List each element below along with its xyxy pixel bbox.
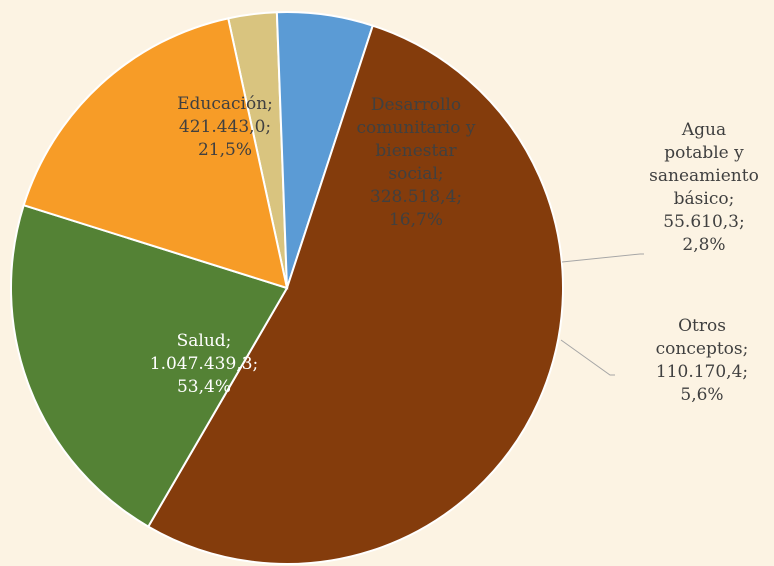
data-label-agua-potable-y-saneamiento-basico: Agua potable y saneamiento básico; 55.610,3;… bbox=[649, 120, 759, 255]
data-label-line: 421.443,0; bbox=[179, 117, 271, 137]
leader-line-agua-potable-y-saneamiento-basico bbox=[561, 253, 644, 263]
data-label-educacion: Educación; 421.443,0; 21,5% bbox=[177, 94, 273, 160]
data-label-line: 328.518,4; bbox=[370, 187, 462, 207]
data-label-line: potable y bbox=[664, 143, 744, 163]
leader-lines bbox=[560, 253, 644, 376]
data-label-line: 110.170,4; bbox=[656, 362, 748, 382]
data-label-line: 55.610,3; bbox=[663, 212, 744, 232]
data-label-line: social; bbox=[388, 164, 443, 184]
data-label-line: Salud; bbox=[177, 331, 232, 351]
pie-slice-educacion bbox=[10, 203, 289, 528]
data-label-line: conceptos; bbox=[656, 339, 749, 359]
data-label-line: 53,4% bbox=[177, 377, 231, 397]
data-label-line: Agua bbox=[681, 120, 726, 140]
pie-slice-salud bbox=[146, 24, 565, 565]
data-label-line: bienestar bbox=[375, 141, 457, 161]
pie-slices bbox=[10, 11, 565, 565]
data-labels: Agua potable y saneamiento básico; 55.610,3;… bbox=[150, 94, 759, 405]
data-label-line: 2,8% bbox=[682, 235, 725, 255]
data-label-line: 1.047.439,3; bbox=[150, 354, 258, 374]
data-label-line: 21,5% bbox=[198, 140, 252, 160]
data-label-salud: Salud; 1.047.439,3; 53,4% bbox=[150, 331, 258, 397]
data-label-line: 5,6% bbox=[680, 385, 723, 405]
data-label-line: comunitario y bbox=[357, 118, 476, 138]
leader-line-otros-conceptos bbox=[560, 339, 615, 376]
data-label-otros-conceptos: Otros conceptos; 110.170,4; 5,6% bbox=[656, 316, 749, 405]
data-label-line: Desarrollo bbox=[371, 95, 461, 115]
data-label-line: Otros bbox=[678, 316, 726, 336]
data-label-line: saneamiento bbox=[649, 166, 759, 186]
data-label-line: Educación; bbox=[177, 94, 273, 114]
pie-slice-desarrollo-comunitario-y-bienestar-social bbox=[22, 17, 289, 290]
data-label-line: 16,7% bbox=[389, 210, 443, 230]
data-label-line: básico; bbox=[674, 189, 735, 209]
data-label-desarrollo-comunitario-y-bienestar-social: Desarrollo comunitario y bienestar social; 3… bbox=[357, 95, 476, 230]
